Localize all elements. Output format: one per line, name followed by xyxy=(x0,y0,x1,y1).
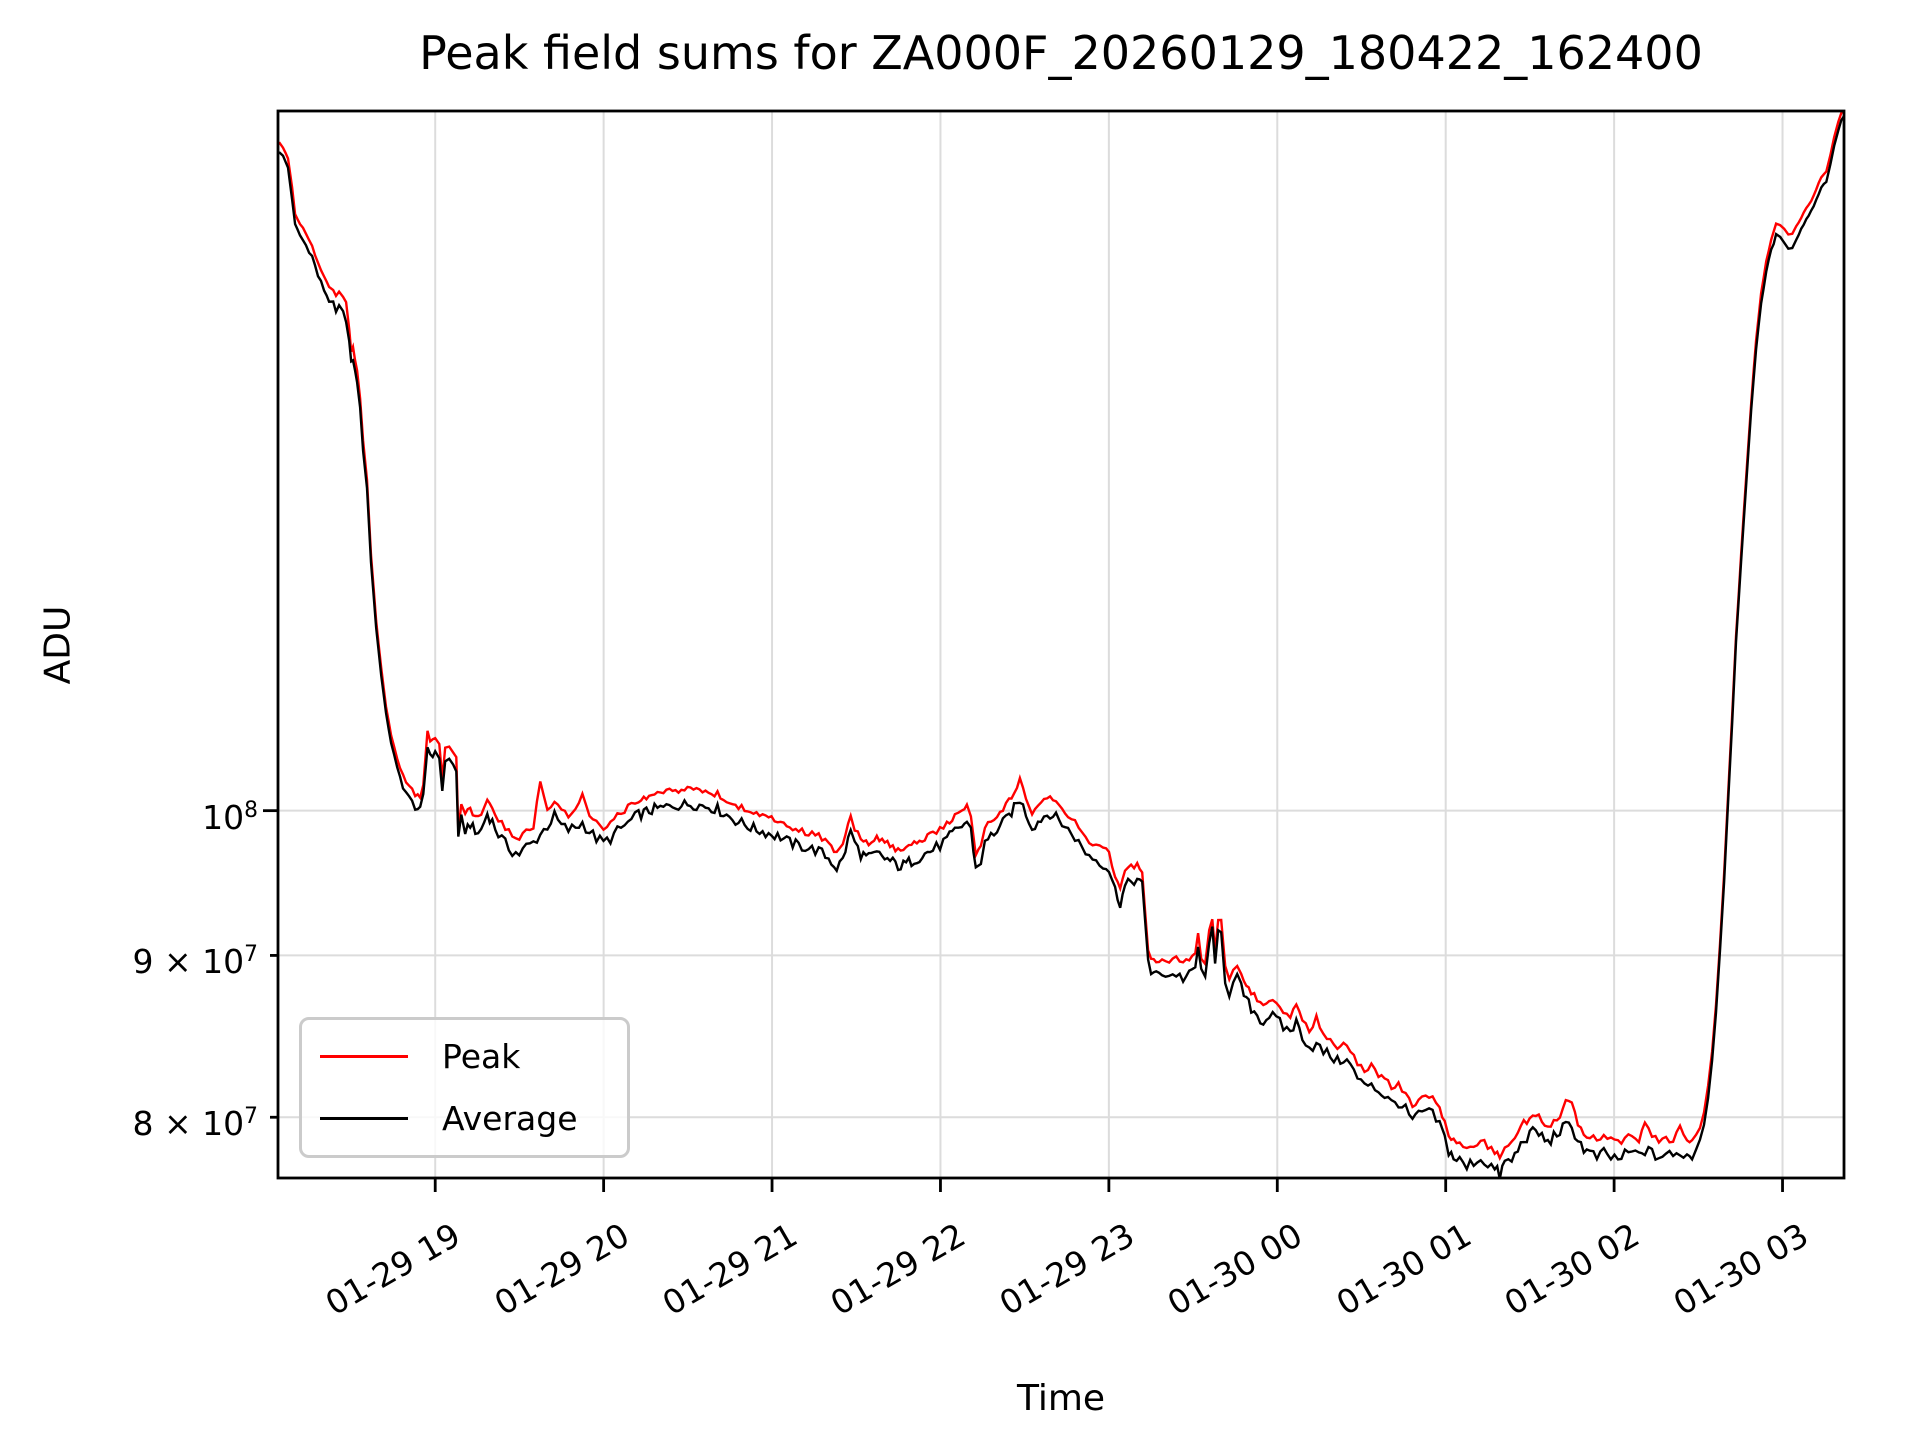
chart-title: Peak field sums for ZA000F_20260129_1804… xyxy=(419,26,1703,80)
y-tick-label: 9 × 107 xyxy=(132,942,258,982)
x-axis-label: Time xyxy=(1016,1378,1106,1419)
peak-line xyxy=(278,111,1844,1162)
axes-spines xyxy=(276,109,1846,1180)
legend-item: Average xyxy=(320,1099,627,1139)
legend-label: Average xyxy=(442,1099,578,1138)
legend-item: Peak xyxy=(320,1037,627,1077)
plot-background xyxy=(278,111,1844,1178)
y-tick-label: 8 × 107 xyxy=(132,1104,258,1144)
legend-line-sample xyxy=(320,1055,408,1058)
y-tick-label: 108 xyxy=(202,797,258,837)
legend-label: Peak xyxy=(442,1037,521,1076)
average-line xyxy=(278,115,1844,1178)
y-axis-label: ADU xyxy=(37,605,79,685)
legend-line-sample xyxy=(320,1117,408,1120)
legend-box: Peak Average xyxy=(299,1017,630,1158)
